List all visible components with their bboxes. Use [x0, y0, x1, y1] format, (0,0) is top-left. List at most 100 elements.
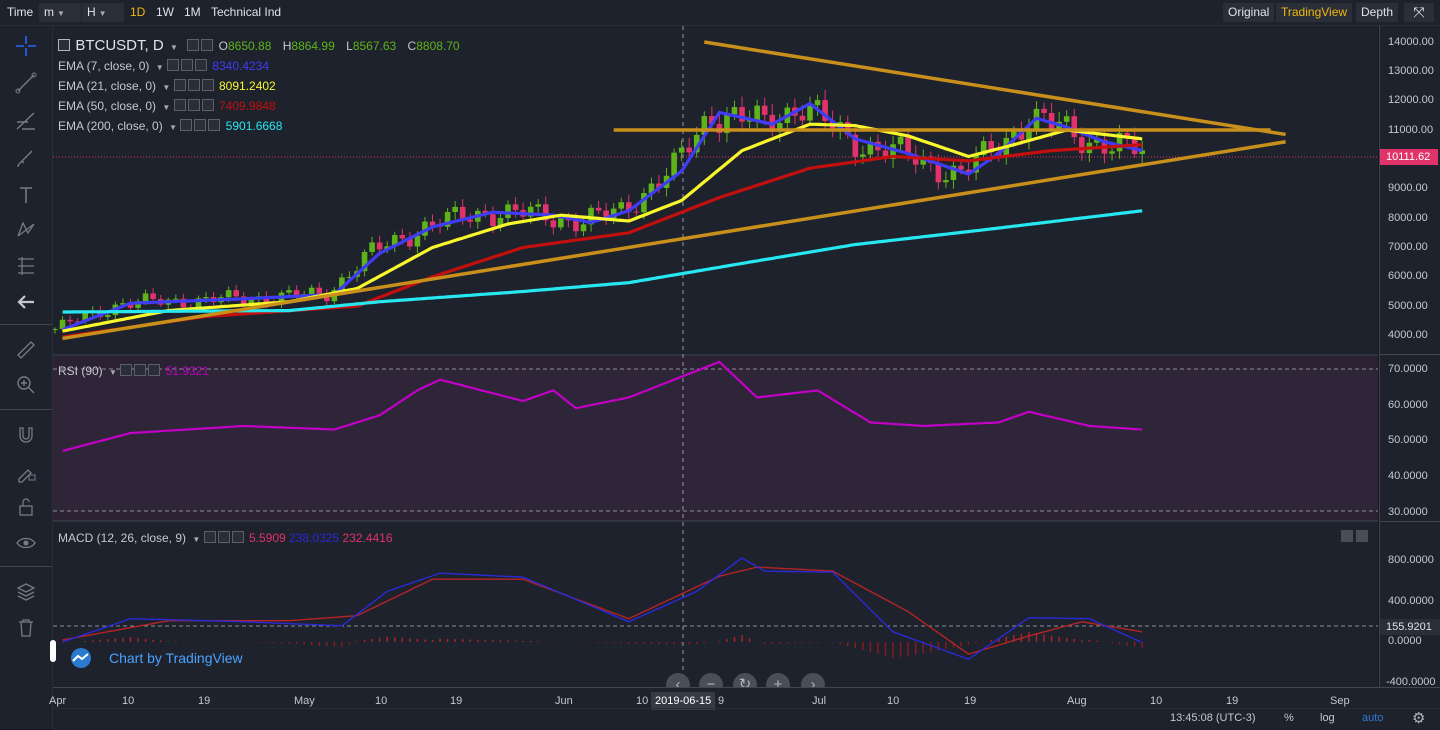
eye-icon[interactable] — [166, 59, 179, 71]
close-icon[interactable] — [208, 119, 221, 131]
candle — [399, 235, 406, 239]
candle — [527, 206, 534, 217]
eye-icon[interactable] — [173, 99, 186, 111]
eye-icon[interactable] — [12, 529, 40, 557]
candle — [731, 107, 738, 115]
eye-icon[interactable] — [203, 531, 216, 543]
technical-indicators-button[interactable]: Technical Ind — [211, 5, 282, 19]
text-icon[interactable] — [12, 181, 40, 209]
close-icon[interactable] — [194, 59, 207, 71]
time-scale[interactable]: Apr 10 19 May 10 19 Jun 10 2019-06-15 9 … — [49, 687, 1440, 730]
prediction-icon[interactable] — [12, 252, 40, 280]
brush-icon[interactable] — [12, 145, 40, 173]
settings-icon[interactable] — [194, 119, 207, 131]
view-original[interactable]: Original — [1223, 3, 1275, 22]
candle — [1139, 150, 1145, 155]
pane-move-icon[interactable] — [1356, 530, 1369, 542]
ema7-legend[interactable]: EMA (7, close, 0) ▼ 8340.4234 — [58, 59, 269, 73]
upper-trendline — [704, 40, 1286, 137]
fullscreen-icon[interactable]: ⤧ — [1404, 3, 1434, 22]
candle — [459, 206, 466, 220]
time-tick: 10 — [887, 695, 900, 707]
chevron-down-icon[interactable]: ▼ — [170, 43, 178, 52]
settings-icon[interactable] — [217, 531, 230, 543]
log-toggle[interactable]: log — [1320, 712, 1335, 724]
price-tick: 11000.00 — [1388, 124, 1434, 136]
candle — [693, 134, 700, 153]
zoom-in-icon[interactable] — [12, 371, 40, 399]
candle — [542, 204, 549, 221]
ruler-icon[interactable] — [12, 336, 40, 364]
lock-drawing-icon[interactable] — [12, 458, 40, 486]
toolbar-toggle-handle[interactable] — [50, 640, 56, 662]
settings-icon[interactable] — [187, 79, 200, 91]
settings-icon[interactable] — [180, 59, 193, 71]
layers-icon[interactable] — [12, 578, 40, 606]
candle — [127, 303, 134, 308]
close-icon[interactable] — [148, 364, 161, 376]
percent-toggle[interactable]: % — [1284, 712, 1294, 724]
candle — [550, 220, 557, 228]
candle — [452, 206, 458, 212]
candle — [1116, 132, 1123, 152]
candle — [1063, 116, 1070, 122]
candle — [1011, 130, 1017, 138]
ema50-legend[interactable]: EMA (50, close, 0) ▼ 7409.9848 — [58, 99, 276, 113]
macd-tick: 800.0000 — [1388, 554, 1434, 566]
crosshair-icon[interactable] — [12, 32, 40, 60]
macd-legend[interactable]: MACD (12, 26, close, 9) ▼ 5.5909 238.032… — [58, 531, 393, 545]
auto-toggle[interactable]: auto — [1362, 712, 1384, 724]
time-tick: Jun — [555, 695, 573, 707]
symbol-name[interactable]: BTCUSDT, D — [75, 37, 164, 54]
chevron-down-icon[interactable]: ▼ — [162, 103, 171, 112]
trend-line-icon[interactable] — [12, 69, 40, 97]
pane-separator — [1380, 354, 1440, 355]
rsi-legend[interactable]: RSI (90) ▼ 51.9321 — [58, 364, 209, 378]
interval-1d[interactable]: 1D — [130, 5, 146, 19]
ema21-value: 8091.2402 — [219, 79, 276, 93]
format-icon[interactable] — [201, 39, 215, 53]
settings-icon[interactable] — [187, 39, 201, 53]
ema21-legend[interactable]: EMA (21, close, 0) ▼ 8091.2402 — [58, 79, 276, 93]
back-arrow-icon[interactable] — [12, 288, 40, 316]
pattern-icon[interactable] — [12, 216, 40, 244]
settings-icon[interactable] — [134, 364, 147, 376]
tradingview-watermark: Chart by TradingView — [67, 648, 243, 671]
chart-area[interactable]: BTCUSDT, D ▼ O8650.88 H8864.99 L8567.63 … — [50, 26, 1378, 697]
tradingview-logo-icon — [71, 648, 91, 668]
close-icon[interactable] — [201, 79, 214, 91]
close-icon[interactable] — [231, 531, 244, 543]
close-icon[interactable] — [201, 99, 214, 111]
price-tick: 5000.00 — [1388, 300, 1428, 312]
candle — [701, 116, 708, 135]
ema200-legend[interactable]: EMA (200, close, 0) ▼ 5901.6668 — [58, 119, 282, 133]
price-scale[interactable]: 14000.00 13000.00 12000.00 11000.00 9000… — [1379, 26, 1440, 688]
close-value: 8808.70 — [416, 39, 460, 53]
maximize-pane-icon[interactable] — [1341, 530, 1353, 542]
unlock-icon[interactable] — [12, 493, 40, 521]
view-tradingview[interactable]: TradingView — [1276, 3, 1353, 22]
interval-1w[interactable]: 1W — [156, 5, 174, 19]
view-depth[interactable]: Depth — [1356, 3, 1399, 22]
interval-1m[interactable]: 1M — [184, 5, 201, 19]
chevron-down-icon[interactable]: ▼ — [192, 535, 201, 544]
chevron-down-icon[interactable]: ▼ — [109, 368, 117, 377]
candle — [173, 298, 179, 300]
bottom-divider — [53, 708, 1440, 709]
eye-icon[interactable] — [173, 79, 186, 91]
collapse-icon[interactable] — [58, 39, 70, 51]
chevron-down-icon[interactable]: ▼ — [162, 83, 171, 92]
minute-dropdown[interactable]: m ▼ — [39, 3, 81, 22]
hour-dropdown[interactable]: H ▼ — [82, 3, 124, 22]
chevron-down-icon[interactable]: ▼ — [155, 63, 164, 72]
gear-icon[interactable]: ⚙ — [1412, 710, 1426, 727]
fib-retracement-icon[interactable] — [12, 107, 40, 135]
candle — [890, 144, 896, 159]
chevron-down-icon[interactable]: ▼ — [169, 123, 177, 132]
eye-icon[interactable] — [180, 119, 193, 131]
settings-icon[interactable] — [187, 99, 200, 111]
trash-icon[interactable] — [12, 614, 40, 642]
eye-icon[interactable] — [120, 364, 133, 376]
magnet-icon[interactable] — [12, 422, 40, 450]
time-button[interactable]: Time — [7, 5, 34, 19]
